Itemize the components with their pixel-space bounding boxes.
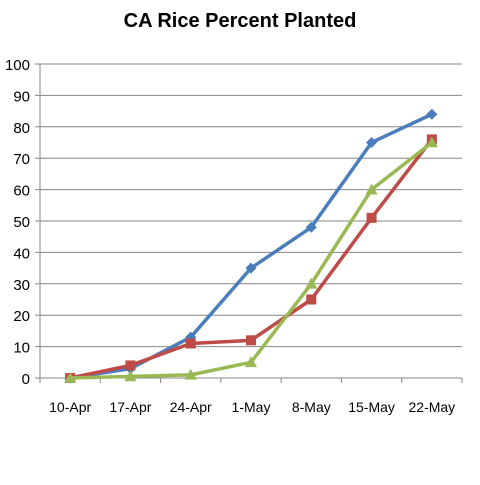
y-tick-label: 30 — [13, 277, 30, 294]
x-tick-label: 15-May — [348, 399, 395, 415]
y-tick-label: 20 — [13, 308, 30, 325]
axis-layer: 0 10 20 30 40 50 60 70 80 90 100 10-Apr 17-Apr 24-Apr… — [5, 57, 463, 415]
data-point-square — [125, 360, 136, 371]
series-2 — [65, 134, 437, 383]
y-tick-label: 90 — [13, 88, 30, 105]
y-tick-label: 100 — [5, 57, 30, 74]
data-point-square — [366, 212, 377, 223]
x-tick-label: 22-May — [409, 399, 456, 415]
chart-title: CA Rice Percent Planted — [123, 10, 357, 32]
x-tick-label: 17-Apr — [109, 399, 151, 415]
x-tick-label: 1-May — [232, 399, 271, 415]
data-point-diamond — [245, 262, 257, 274]
y-tick-label: 70 — [13, 151, 30, 168]
data-point-square — [246, 335, 256, 346]
data-point-triangle — [365, 183, 378, 195]
x-tick-label: 10-Apr — [49, 399, 91, 415]
x-tick-label: 8-May — [292, 399, 331, 415]
series-layer — [64, 108, 438, 384]
grid-layer — [40, 63, 462, 379]
data-point-triangle — [305, 277, 318, 289]
data-point-diamond — [426, 108, 438, 120]
y-tick-label: 50 — [13, 214, 30, 231]
series-3 — [64, 136, 438, 383]
x-tick-label: 24-Apr — [170, 399, 212, 415]
data-point-diamond — [305, 221, 317, 233]
data-point-triangle — [64, 372, 77, 383]
data-point-square — [306, 294, 317, 305]
y-tick-label: 40 — [13, 245, 30, 262]
data-point-triangle — [245, 356, 257, 368]
y-tick-label: 10 — [13, 340, 30, 357]
data-point-square — [185, 338, 196, 349]
data-point-triangle — [124, 370, 137, 382]
y-tick-label: 0 — [22, 371, 30, 388]
y-tick-label: 60 — [13, 183, 30, 200]
data-point-triangle — [425, 136, 438, 148]
y-tick-label: 80 — [13, 120, 30, 137]
data-point-diamond — [366, 137, 378, 148]
data-point-triangle — [184, 368, 197, 380]
